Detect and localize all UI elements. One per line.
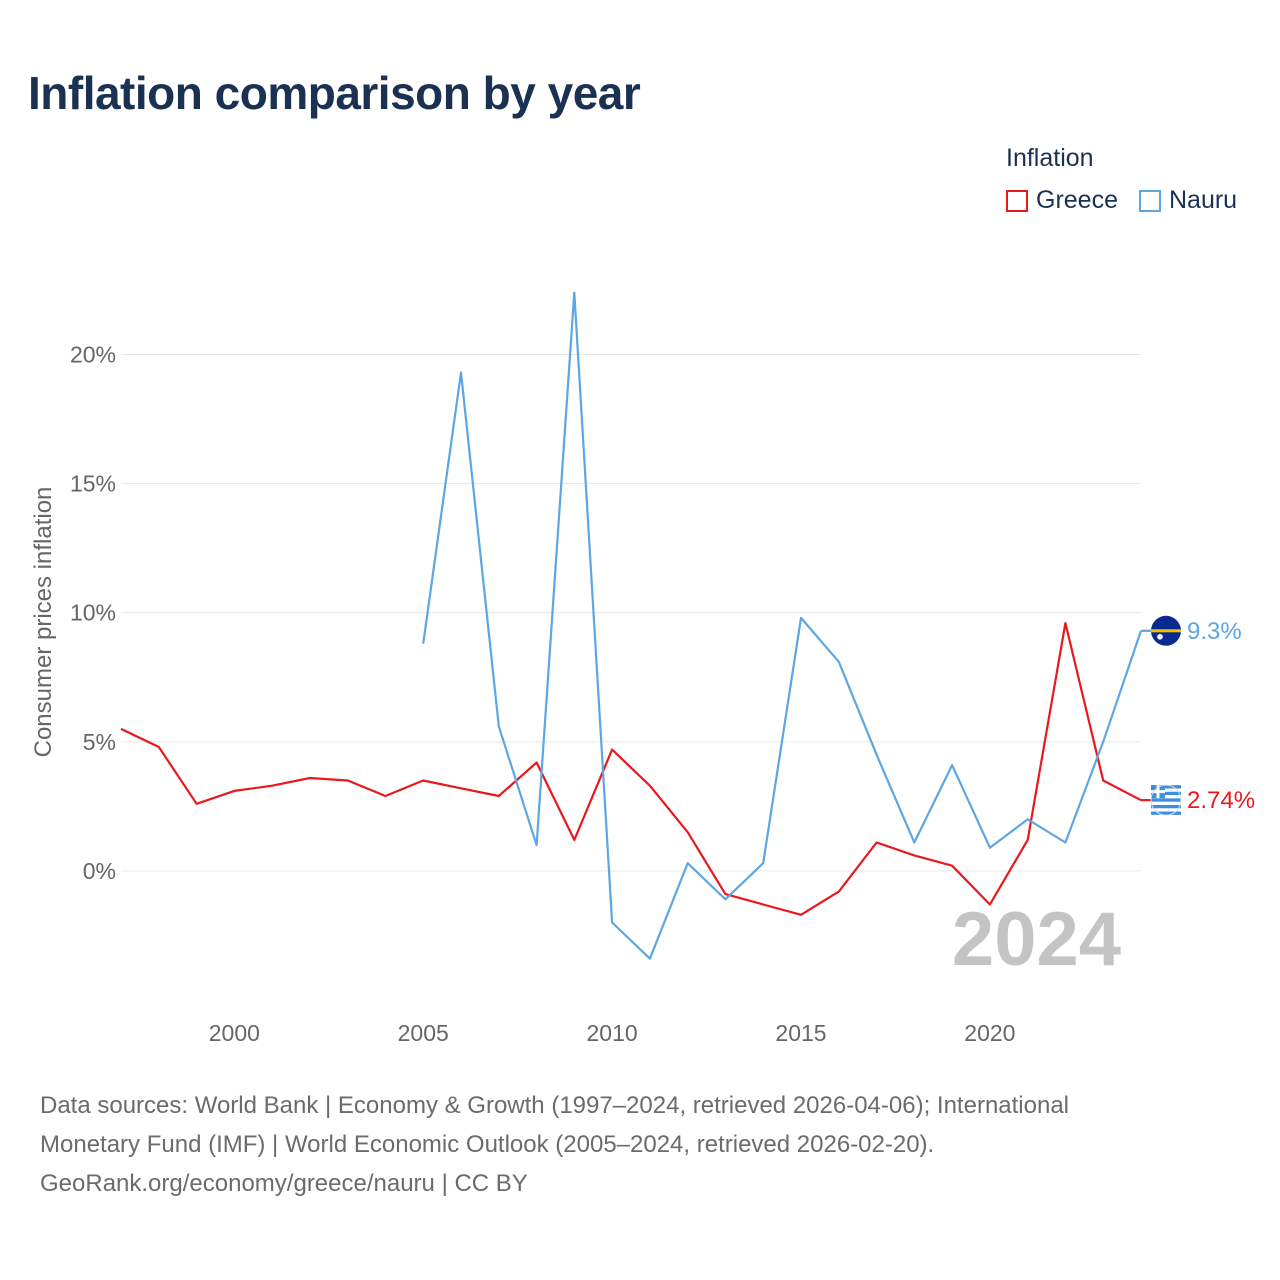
end-value-label-greece: 2.74% [1187, 787, 1255, 814]
chart-title: Inflation comparison by year [28, 67, 641, 119]
x-tick-label: 2000 [209, 1020, 260, 1046]
footer-line-1: Data sources: World Bank | Economy & Gro… [40, 1092, 1070, 1119]
y-tick-label: 15% [70, 471, 116, 497]
legend-item-greece[interactable]: Greece [1006, 186, 1118, 215]
legend-swatch-greece [1006, 189, 1028, 212]
footer-line-2: Monetary Fund (IMF) | World Economic Out… [40, 1131, 935, 1158]
x-tick-label: 2005 [398, 1020, 449, 1046]
legend-swatch-nauru [1139, 189, 1161, 212]
x-axis-ticks: 2000 2005 2010 2015 2020 [209, 1020, 1016, 1046]
x-tick-label: 2015 [775, 1020, 826, 1046]
flag-greece-icon [1150, 784, 1182, 816]
y-axis-label: Consumer prices inflation [30, 487, 57, 758]
series-line-nauru[interactable] [422, 291, 1143, 960]
grid-lines [121, 354, 1141, 872]
footer-sources: Data sources: World Bank | Economy & Gro… [40, 1086, 1240, 1203]
year-watermark: 2024 [952, 897, 1121, 982]
x-tick-label: 2020 [964, 1020, 1015, 1046]
series-line-greece[interactable] [120, 622, 1142, 916]
y-tick-label: 20% [70, 342, 116, 368]
footer-line-3[interactable]: GeoRank.org/economy/greece/nauru | CC BY [40, 1170, 528, 1197]
series-lines [120, 291, 1143, 960]
flag-nauru-icon [1151, 615, 1181, 646]
y-axis-ticks: 0% 5% 10% 15% 20% [70, 342, 116, 884]
end-value-label-nauru: 9.3% [1187, 618, 1242, 645]
legend-item-nauru[interactable]: Nauru [1139, 186, 1237, 215]
legend-label-greece: Greece [1036, 186, 1118, 214]
y-tick-label: 10% [70, 600, 116, 626]
x-tick-label: 2010 [587, 1020, 638, 1046]
legend-title: Inflation [1006, 144, 1094, 172]
y-tick-label: 0% [83, 858, 116, 884]
y-tick-label: 5% [83, 729, 116, 755]
legend-label-nauru: Nauru [1169, 186, 1238, 214]
end-markers: 2.74% 9.3% [1141, 615, 1255, 816]
line-chart: 0% 5% 10% 15% 20% 2000 2005 2010 2015 2020 Consu… [30, 291, 1255, 1046]
